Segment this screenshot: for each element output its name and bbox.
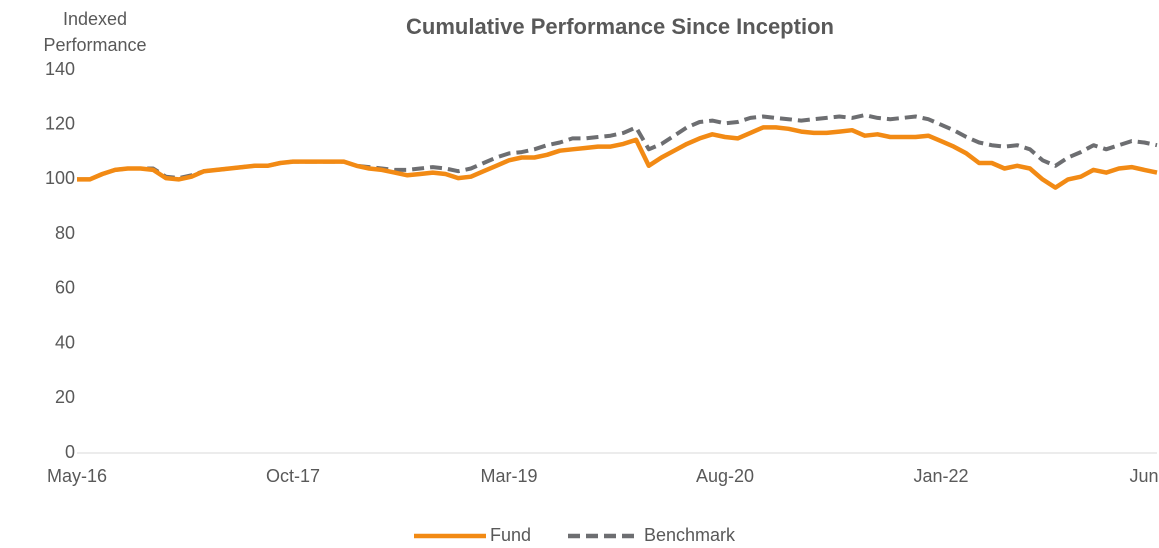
x-tick-label: Jun-23 [1129, 466, 1159, 486]
x-tick-label: Aug-20 [696, 466, 754, 486]
y-tick-label: 140 [45, 59, 75, 79]
y-axis-title: Indexed Performance [43, 9, 147, 55]
legend-label: Benchmark [644, 525, 736, 545]
line-series [77, 125, 1158, 190]
x-tick-label: Jan-22 [913, 466, 968, 486]
x-tick-label: Mar-19 [480, 466, 537, 486]
y-tick-label: 20 [55, 387, 75, 407]
legend-label: Fund [490, 525, 531, 545]
y-tick-label: 120 [45, 113, 75, 133]
chart-title: Cumulative Performance Since Inception [406, 14, 834, 39]
x-tick-label: Oct-17 [266, 466, 320, 486]
y-tick-label: 0 [65, 442, 75, 462]
y-tick-label: 60 [55, 278, 75, 298]
x-tick-label: May-16 [47, 466, 107, 486]
y-tick-label: 100 [45, 168, 75, 188]
y-tick-label: 80 [55, 223, 75, 243]
y-tick-label: 40 [55, 332, 75, 352]
